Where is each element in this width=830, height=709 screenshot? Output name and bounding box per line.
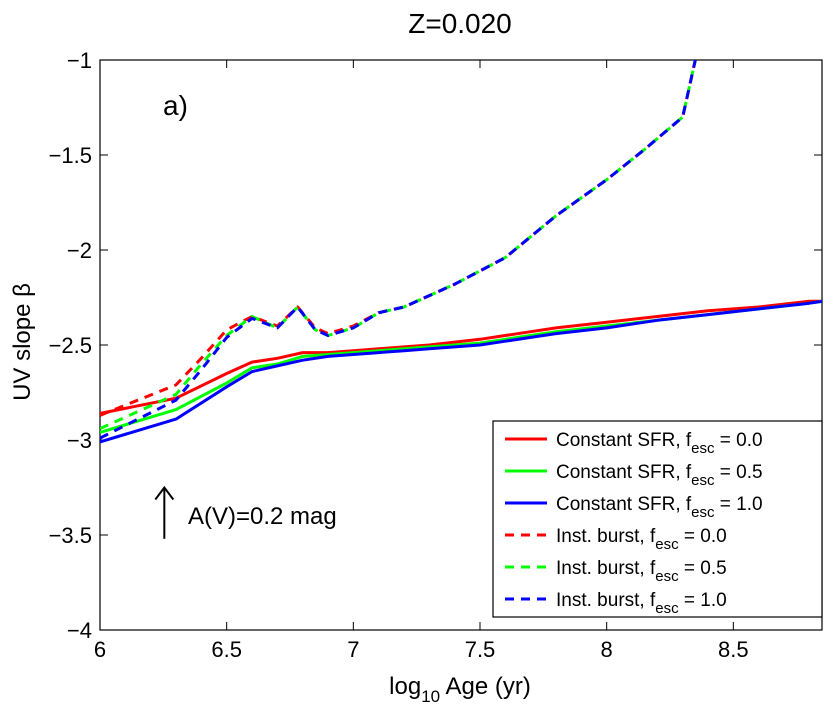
y-tick-label: −2.5 [49, 333, 92, 358]
y-tick-label: −1 [67, 48, 92, 73]
x-axis-label-suffix: Age (yr) [440, 673, 531, 700]
x-axis-label-subscript: 10 [421, 687, 440, 706]
legend-entry-name: Inst. burst, [556, 590, 650, 611]
legend-fesc-symbol: f [650, 558, 656, 579]
series-line-inst-burst-fesc-0.5 [100, 60, 697, 430]
y-tick-label: −2 [67, 238, 92, 263]
legend-entry-value: = 0.0 [679, 526, 727, 547]
x-axis-label-prefix: log [389, 673, 421, 700]
legend-entry-name: Constant SFR, [556, 494, 686, 515]
legend-entry-name: Inst. burst, [556, 558, 650, 579]
legend-entry-label: Inst. burst, fesc = 0.5 [556, 558, 727, 585]
extinction-annotation: A(V)=0.2 mag [154, 485, 337, 539]
x-axis-label: log10 Age (yr) [389, 673, 531, 706]
legend-fesc-subscript: esc [655, 600, 679, 617]
plot-area: 6 6.5 7 7.5 8 8.5 −4 −3.5 −3 −2.5 −2 −1.5 −1 [49, 48, 823, 662]
legend-entry-value: = 0.0 [715, 430, 763, 451]
series-line-constant-sfr-fesc-1.0 [100, 299, 822, 444]
legend-fesc-symbol: f [686, 430, 692, 451]
x-tick-label: 6 [94, 637, 106, 662]
y-tick-label: −4 [67, 618, 92, 643]
legend-fesc-subscript: esc [691, 440, 715, 457]
x-tick-label: 7 [347, 637, 359, 662]
legend-fesc-subscript: esc [655, 536, 679, 553]
legend-entry-name: Inst. burst, [556, 526, 650, 547]
legend-fesc-symbol: f [686, 462, 692, 483]
legend-entry-value: = 1.0 [679, 590, 727, 611]
series-line-constant-sfr-fesc-0.0 [100, 299, 822, 415]
x-tick-label: 8.5 [718, 637, 749, 662]
y-tick-label: −1.5 [49, 143, 92, 168]
x-tick-label: 6.5 [211, 637, 242, 662]
legend-entry-value: = 0.5 [715, 462, 763, 483]
legend-fesc-subscript: esc [655, 568, 679, 585]
x-tick-label: 7.5 [465, 637, 496, 662]
legend-entry-label: Inst. burst, fesc = 1.0 [556, 590, 727, 617]
legend-entry-label: Inst. burst, fesc = 0.0 [556, 526, 727, 553]
extinction-arrow-head [154, 485, 175, 501]
x-tick-label: 8 [601, 637, 613, 662]
legend-entry-label: Constant SFR, fesc = 1.0 [556, 494, 763, 521]
legend-fesc-symbol: f [686, 494, 692, 515]
series-line-inst-burst-fesc-1.0 [100, 60, 697, 440]
legend-fesc-subscript: esc [691, 472, 715, 489]
y-axis-label: UV slope β [9, 283, 36, 401]
legend-entry-label: Constant SFR, fesc = 0.5 [556, 462, 763, 489]
legend-fesc-symbol: f [650, 590, 656, 611]
legend-entry-value: = 0.5 [679, 558, 727, 579]
legend-entry-label: Constant SFR, fesc = 0.0 [556, 430, 763, 457]
panel-label: a) [163, 90, 188, 121]
y-tick-label: −3 [67, 428, 92, 453]
legend-fesc-subscript: esc [691, 504, 715, 521]
legend-entry-name: Constant SFR, [556, 430, 686, 451]
extinction-annotation-label: A(V)=0.2 mag [188, 503, 337, 530]
chart-title: Z=0.020 [408, 8, 512, 39]
series-line-inst-burst-fesc-0.0 [100, 60, 697, 417]
legend-fesc-symbol: f [650, 526, 656, 547]
series-line-constant-sfr-fesc-0.5 [100, 299, 822, 434]
legend-entry-name: Constant SFR, [556, 462, 686, 483]
y-tick-label: −3.5 [49, 523, 92, 548]
legend-entry-value: = 1.0 [715, 494, 763, 515]
legend-box [492, 420, 823, 618]
